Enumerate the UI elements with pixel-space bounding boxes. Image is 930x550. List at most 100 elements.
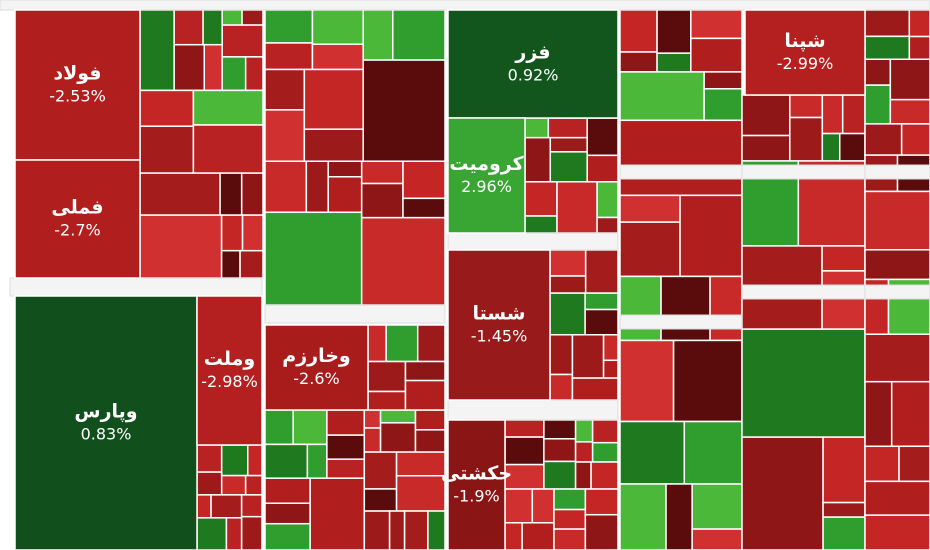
tile <box>173 43 206 92</box>
tile <box>379 409 417 424</box>
tile <box>504 522 523 550</box>
tile <box>362 59 446 162</box>
tile <box>553 488 587 511</box>
tile <box>367 390 407 411</box>
tile-label: کرومیت <box>449 153 524 175</box>
sector-header <box>9 277 263 297</box>
tile <box>247 444 263 477</box>
tile <box>192 89 264 126</box>
tile-change: 0.92% <box>508 66 559 85</box>
tile <box>244 474 263 496</box>
tile <box>741 436 824 550</box>
tile <box>264 324 369 411</box>
tile <box>691 483 743 530</box>
tile <box>619 275 662 342</box>
tile <box>221 56 247 92</box>
tile <box>221 9 243 26</box>
tile <box>311 43 364 71</box>
tile <box>139 125 195 174</box>
tile <box>619 194 681 223</box>
tile <box>367 324 387 363</box>
tile <box>504 419 545 438</box>
tile <box>14 295 198 550</box>
tile <box>744 9 866 96</box>
tile <box>864 380 893 448</box>
tile <box>427 510 446 550</box>
tile-change: -1.9% <box>453 487 499 506</box>
tile <box>543 419 577 440</box>
tile <box>864 514 930 550</box>
tile <box>404 360 446 382</box>
tile <box>524 181 558 217</box>
tile <box>327 160 363 178</box>
tile-change: -2.98% <box>201 372 258 391</box>
tile <box>447 249 551 401</box>
tile <box>898 445 930 483</box>
tile <box>139 9 175 92</box>
tile <box>591 419 619 444</box>
tile <box>385 324 419 363</box>
tile <box>327 176 363 214</box>
tile <box>363 488 398 512</box>
tile <box>864 480 930 516</box>
tile <box>360 182 404 219</box>
tile-change: -2.6% <box>293 369 339 388</box>
tile <box>392 9 446 61</box>
tile <box>292 409 328 446</box>
tile <box>395 451 446 477</box>
tile <box>821 270 866 330</box>
tile <box>264 409 294 446</box>
tile <box>264 502 311 525</box>
tile <box>584 513 619 550</box>
tile <box>822 501 866 518</box>
tile-change: 2.96% <box>461 177 512 196</box>
tile <box>139 172 221 216</box>
sector-header <box>619 314 743 330</box>
tile <box>326 409 366 436</box>
tile <box>619 71 705 122</box>
tile <box>889 58 930 101</box>
tile <box>139 214 223 279</box>
tile <box>360 160 404 185</box>
tile <box>553 508 587 530</box>
tile <box>619 9 658 53</box>
tile <box>524 117 550 139</box>
tile <box>679 194 743 278</box>
tile <box>864 35 911 61</box>
tile <box>838 132 866 162</box>
sector-header <box>741 164 866 180</box>
tile <box>362 9 394 61</box>
tile <box>220 444 249 477</box>
tile <box>311 9 364 45</box>
tile <box>14 159 141 279</box>
tile <box>619 221 681 278</box>
tile <box>326 434 366 460</box>
tile <box>584 292 619 311</box>
tile <box>656 52 692 73</box>
tile <box>596 181 619 219</box>
tile <box>219 172 243 216</box>
tile <box>504 436 545 466</box>
tile <box>221 24 264 58</box>
tile <box>584 488 619 516</box>
tile <box>890 380 930 448</box>
tile-label: وملت <box>204 348 255 370</box>
tile <box>196 494 212 519</box>
tile <box>447 9 619 119</box>
tile <box>619 51 658 73</box>
tile <box>549 275 587 294</box>
tile <box>602 334 619 362</box>
tile <box>549 249 587 277</box>
tile <box>571 377 619 401</box>
tile <box>864 249 930 281</box>
tile <box>264 477 311 504</box>
tile <box>690 37 743 73</box>
tile <box>703 88 743 122</box>
tile <box>741 94 791 137</box>
tile-label: شستا <box>473 303 526 325</box>
tile <box>414 409 446 431</box>
tile <box>363 409 382 429</box>
tile <box>196 444 223 473</box>
tile <box>549 292 586 336</box>
